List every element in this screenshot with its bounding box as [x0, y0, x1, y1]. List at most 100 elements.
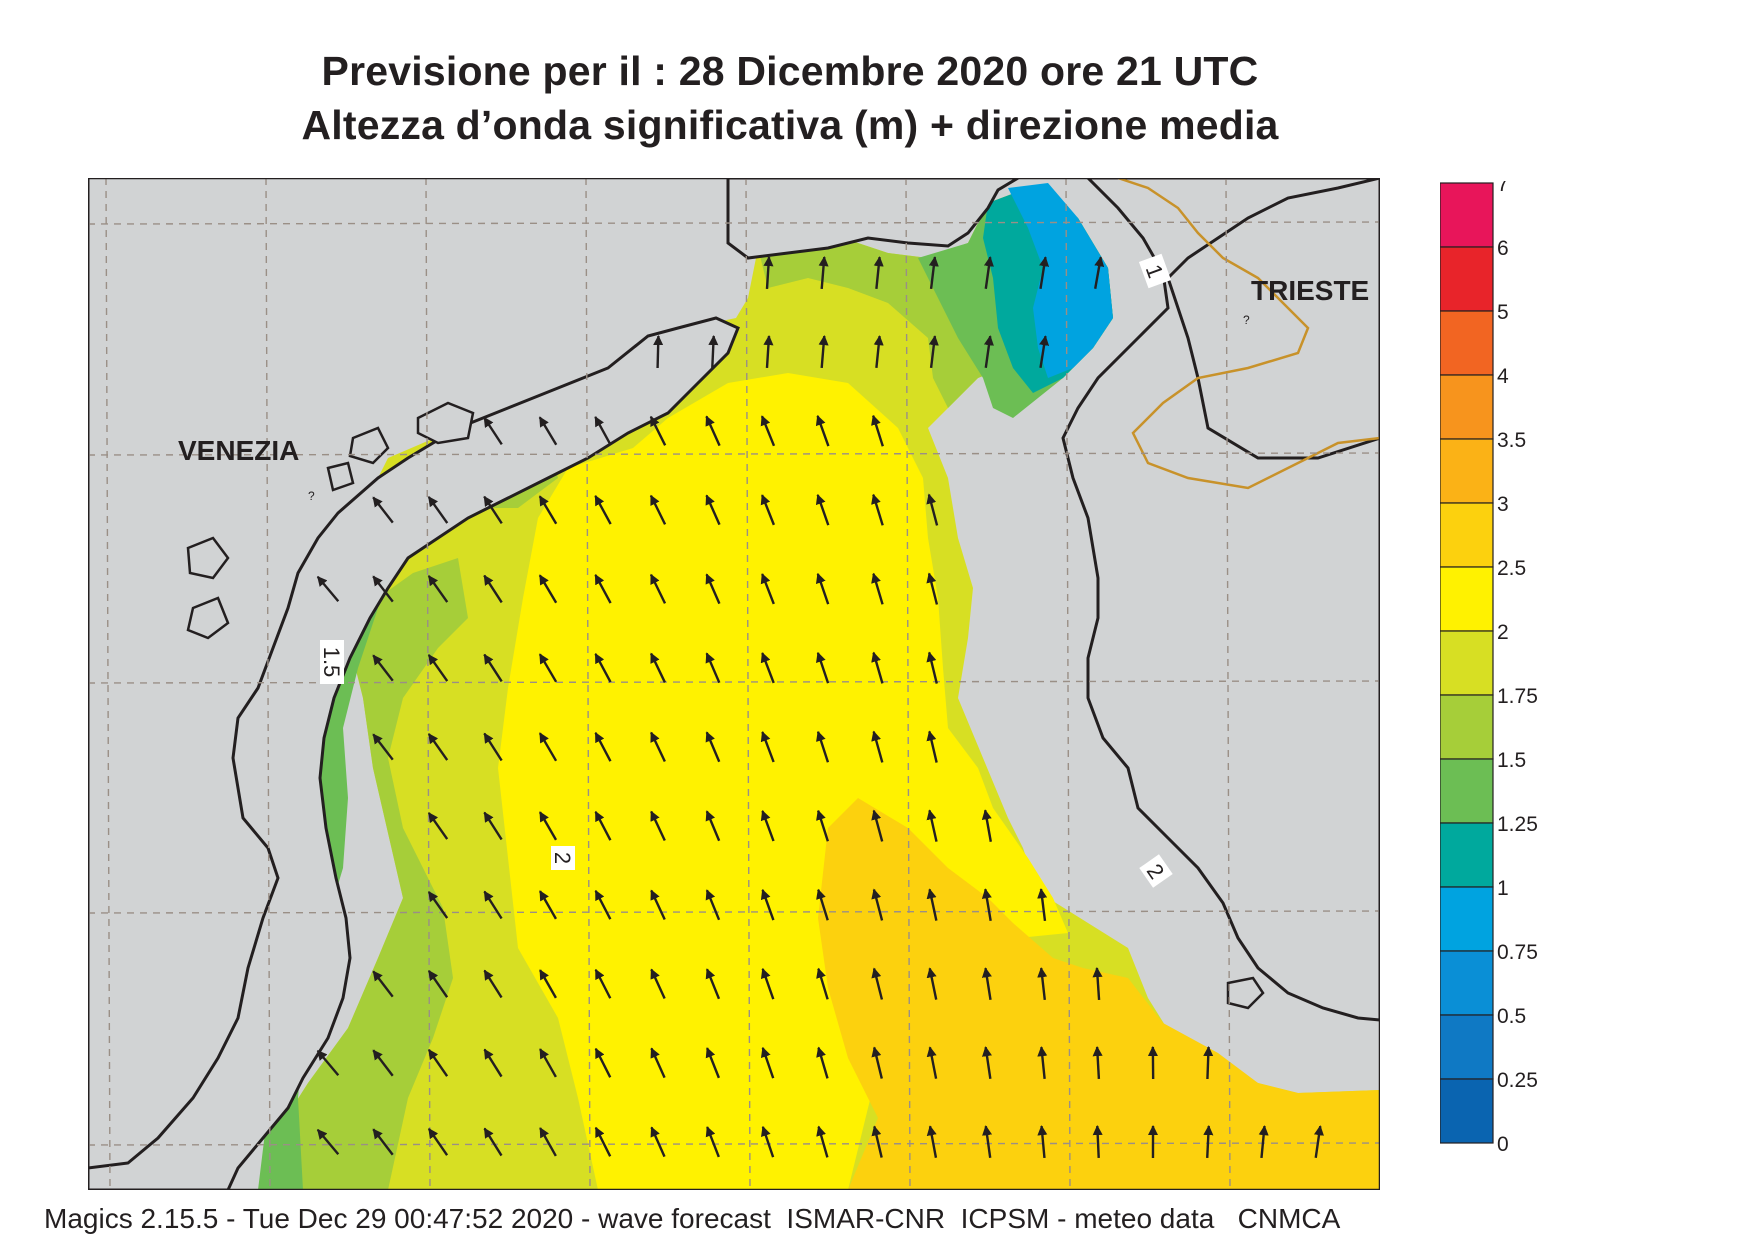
wave-direction-arrow — [982, 1125, 993, 1159]
wave-direction-arrow — [816, 809, 829, 842]
wave-direction-arrow — [983, 256, 994, 290]
wave-direction-arrow — [483, 574, 503, 604]
wave-direction-arrow — [594, 495, 612, 525]
lagoon-island-1 — [416, 401, 475, 445]
wave-direction-arrow — [871, 651, 884, 684]
wave-direction-arrow — [539, 1048, 557, 1078]
wave-direction-arrow — [981, 809, 993, 842]
wave-direction-arrow — [1092, 967, 1103, 1001]
wave-direction-arrow — [815, 572, 830, 605]
wave-direction-arrow — [705, 731, 721, 763]
wave-direction-arrow — [483, 969, 503, 999]
wave-direction-arrow — [1037, 888, 1048, 922]
wave-direction-arrow — [427, 575, 449, 603]
wave-direction-arrow — [705, 652, 721, 684]
wave-direction-arrow — [650, 1126, 666, 1158]
legend-label: 4 — [1497, 365, 1509, 388]
wave-direction-arrow — [594, 1047, 612, 1078]
wave-direction-arrow — [649, 415, 667, 446]
wave-direction-arrow — [981, 888, 992, 921]
wave-direction-arrow — [871, 1046, 883, 1079]
wave-direction-arrow — [760, 810, 775, 842]
wave-direction-arrow — [871, 967, 884, 1000]
wave-direction-arrow — [705, 1047, 721, 1079]
wave-direction-arrow — [1039, 256, 1050, 289]
legend-box — [1440, 374, 1494, 440]
legend-box — [1440, 1078, 1494, 1144]
legend-box — [1440, 694, 1494, 760]
wave-direction-arrow — [760, 1046, 775, 1079]
wave-direction-arrow — [871, 888, 884, 921]
wave-direction-arrow — [316, 1128, 340, 1156]
contour-label-2-west: 2 — [550, 846, 575, 870]
legend-box — [1440, 502, 1494, 568]
wave-direction-arrow — [873, 256, 884, 290]
lagoon-island-3 — [326, 461, 355, 492]
national-border — [1117, 178, 1380, 490]
wave-direction-arrow — [372, 1049, 394, 1077]
wave-direction-arrow — [538, 416, 558, 446]
wave-direction-arrow — [650, 1047, 666, 1079]
wave-direction-arrow — [372, 496, 394, 524]
wave-direction-arrow — [871, 572, 884, 605]
wave-direction-arrow — [483, 811, 503, 841]
legend-label: 0.5 — [1497, 1005, 1526, 1028]
wave-direction-arrow — [705, 415, 721, 447]
wave-direction-arrow — [705, 889, 721, 921]
wave-direction-arrow — [926, 1125, 938, 1158]
wave-direction-arrow — [708, 335, 719, 369]
wave-direction-arrow — [649, 652, 667, 683]
wave-direction-arrow — [926, 809, 938, 842]
wave-direction-arrow — [372, 1128, 394, 1156]
legend-label: 3.5 — [1497, 429, 1526, 452]
wave-direction-arrow — [926, 651, 938, 684]
footer-credits: Magics 2.15.5 - Tue Dec 29 00:47:52 2020… — [44, 1203, 1341, 1234]
wave-direction-arrow — [372, 970, 394, 998]
wave-direction-arrow — [816, 888, 829, 921]
wave-direction-arrow — [1313, 1125, 1324, 1159]
wave-direction-arrow — [1094, 256, 1105, 289]
wave-direction-arrow — [538, 495, 558, 525]
color-legend: 7 6 5 4 3.5 3 2.5 2 1.75 1.5 1.25 1 0.75 0.5 0.25 0 — [1440, 181, 1538, 1156]
wave-direction-arrow — [483, 732, 503, 762]
band-0.75-1 — [1008, 183, 1113, 378]
legend-label: 0.75 — [1497, 941, 1538, 964]
wave-direction-arrow — [1037, 1046, 1048, 1080]
wave-direction-arrow — [926, 730, 938, 763]
legend-box — [1440, 310, 1494, 376]
wave-direction-arrow — [926, 967, 938, 1000]
city-marker-trieste: ? — [1243, 313, 1250, 327]
wave-direction-arrow — [871, 414, 884, 447]
wave-direction-arrow — [427, 812, 449, 840]
wave-direction-arrow — [760, 967, 775, 1000]
legend-label: 5 — [1497, 301, 1509, 324]
legend-box — [1440, 950, 1494, 1016]
wave-direction-arrow — [483, 1048, 503, 1078]
wave-direction-arrow — [815, 414, 830, 447]
legend-label: 2.5 — [1497, 557, 1526, 580]
wave-direction-arrow — [761, 1125, 775, 1158]
wave-direction-arrow — [538, 732, 558, 762]
legend-box — [1440, 438, 1494, 504]
contour-label-1: 1 — [1138, 253, 1172, 289]
wave-direction-arrow — [316, 1049, 340, 1077]
wave-direction-arrow — [594, 1126, 612, 1157]
legend-box — [1440, 630, 1494, 696]
wave-direction-arrow — [427, 1049, 449, 1077]
legend-label: 1.25 — [1497, 813, 1538, 836]
wave-direction-arrows — [316, 256, 1324, 1159]
place-label-trieste: TRIESTE — [1251, 275, 1369, 306]
contour-label-2-east: 2 — [1139, 854, 1173, 888]
map-title-line-1: Previsione per il : 28 Dicembre 2020 ore… — [321, 48, 1259, 94]
wave-direction-arrow — [705, 1126, 720, 1158]
map-frame — [88, 178, 1380, 1190]
wave-direction-arrow — [594, 968, 612, 999]
wave-direction-arrow — [1203, 1046, 1214, 1080]
wave-direction-arrow — [538, 653, 558, 683]
lagoon-island-4 — [186, 536, 230, 580]
wave-direction-arrow — [816, 651, 830, 684]
wave-direction-arrow — [427, 891, 449, 919]
legend-box — [1440, 758, 1494, 824]
wave-direction-arrow — [649, 494, 667, 525]
legend-label: 1.75 — [1497, 685, 1538, 708]
